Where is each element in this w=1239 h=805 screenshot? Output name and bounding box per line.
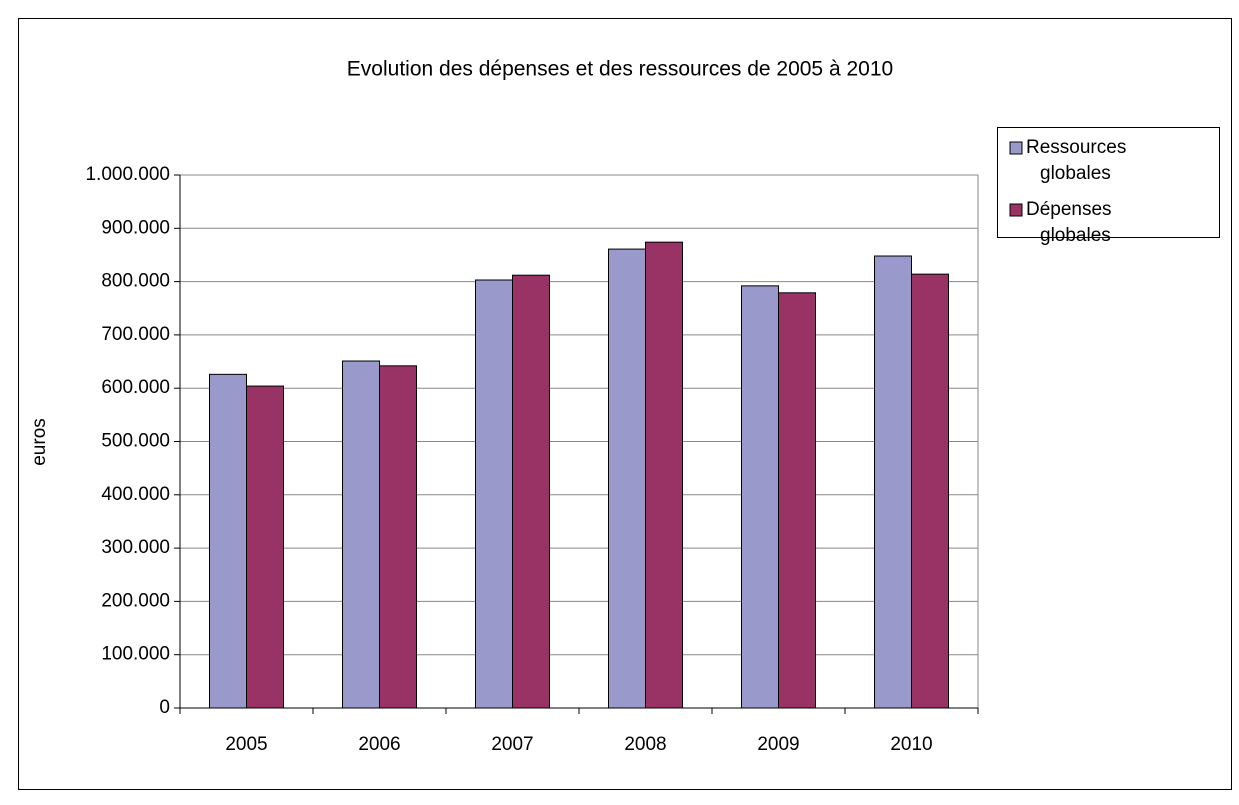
bar [342, 360, 380, 709]
x-tick-label: 2005 [225, 734, 267, 755]
x-tick-label: 2007 [491, 734, 533, 755]
bar [645, 241, 683, 709]
bar [379, 365, 417, 709]
y-tick-label: 100.000 [101, 644, 170, 665]
bar [209, 373, 247, 709]
x-tick-label: 2010 [890, 734, 932, 755]
x-tick-label: 2008 [624, 734, 666, 755]
y-axis-label: euros [29, 418, 50, 466]
y-tick-label: 900.000 [101, 217, 170, 238]
legend-label: Dépenses globales [1026, 199, 1112, 246]
x-tick-label: 2006 [358, 734, 400, 755]
y-tick-label: 300.000 [101, 537, 170, 558]
y-tick-label: 600.000 [101, 377, 170, 398]
x-tick-label: 2009 [757, 734, 799, 755]
bar [512, 274, 550, 709]
bar [911, 273, 949, 709]
y-tick-label: 0 [159, 697, 170, 718]
legend-swatch [1009, 203, 1023, 217]
y-tick-label: 700.000 [101, 324, 170, 345]
bar [741, 285, 779, 709]
bar [246, 385, 284, 709]
chart-title: Evolution des dépenses et des ressources… [347, 58, 893, 81]
y-tick-label: 1.000.000 [85, 164, 170, 185]
legend-swatch [1009, 141, 1023, 155]
y-tick-label: 500.000 [101, 431, 170, 452]
y-tick-label: 200.000 [101, 590, 170, 611]
legend-box [997, 127, 1220, 238]
bar [475, 279, 513, 709]
bar [608, 248, 646, 709]
legend-label: Ressources globales [1026, 137, 1126, 184]
bar [778, 292, 816, 709]
bar [874, 255, 912, 709]
y-tick-label: 800.000 [101, 271, 170, 292]
y-tick-label: 400.000 [101, 484, 170, 505]
